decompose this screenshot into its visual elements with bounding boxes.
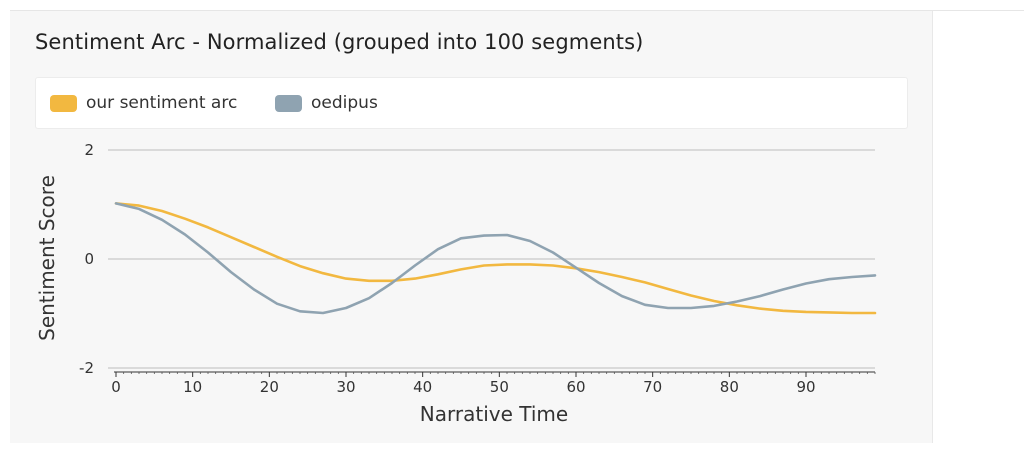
legend-label-our-sentiment-arc: our sentiment arc [86, 93, 238, 113]
legend-swatch-oedipus [275, 94, 302, 112]
x-tick-label: 10 [183, 378, 202, 396]
series-line-oedipus [114, 202, 877, 315]
top-divider [10, 10, 1024, 11]
legend-swatch-our-sentiment-arc [50, 94, 77, 112]
x-tick-label: 70 [643, 378, 662, 396]
side-panel [932, 11, 1024, 443]
x-tick-label: 0 [111, 378, 121, 396]
x-tick-label: 40 [413, 378, 432, 396]
legend-label-oedipus: oedipus [311, 93, 378, 113]
y-tick-label: -2 [79, 359, 94, 377]
y-tick-label: 2 [84, 141, 94, 159]
chart-title: Sentiment Arc - Normalized (grouped into… [35, 30, 644, 54]
legend-item-oedipus[interactable]: oedipus [275, 78, 378, 128]
y-axis-title: Sentiment Score [35, 175, 59, 341]
x-axis-title: Narrative Time [420, 402, 568, 426]
x-tick-label: 90 [796, 378, 815, 396]
x-tick-label: 30 [336, 378, 355, 396]
legend-item-our-sentiment-arc[interactable]: our sentiment arc [50, 78, 237, 128]
y-tick-label: 0 [84, 250, 94, 268]
x-tick-label: 20 [260, 378, 279, 396]
x-tick-label: 50 [490, 378, 509, 396]
chart-legend: our sentiment arc oedipus [35, 77, 908, 129]
x-tick-label: 60 [566, 378, 585, 396]
series-line-our-sentiment-arc [114, 202, 877, 315]
x-tick-label: 80 [720, 378, 739, 396]
